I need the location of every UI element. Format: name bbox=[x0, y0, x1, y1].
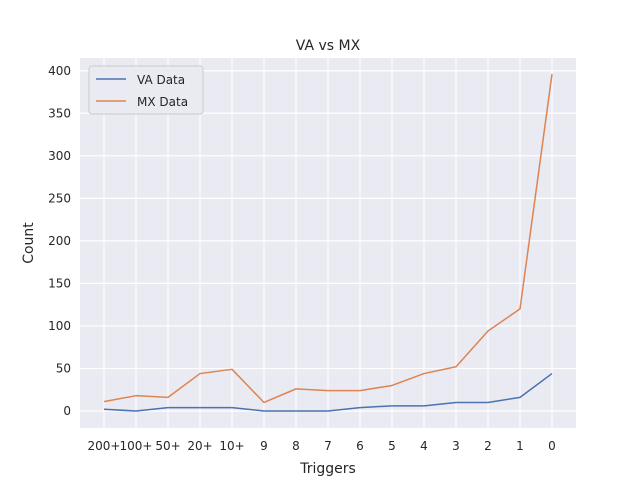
x-tick-label: 5 bbox=[388, 439, 396, 453]
x-tick-label: 10+ bbox=[219, 439, 244, 453]
x-tick-label: 7 bbox=[324, 439, 332, 453]
y-tick-label: 150 bbox=[48, 276, 71, 290]
x-axis-ticks: 200+ 100+ 50+ 20+ 10+ 9 8 7 6 5 4 3 2 1 0 bbox=[88, 439, 556, 453]
y-axis-ticks: 0 50 100 150 200 250 300 350 400 bbox=[48, 64, 71, 418]
x-tick-label: 20+ bbox=[187, 439, 212, 453]
x-tick-label: 9 bbox=[260, 439, 268, 453]
x-tick-label: 8 bbox=[292, 439, 300, 453]
x-tick-label: 100+ bbox=[120, 439, 153, 453]
x-tick-label: 0 bbox=[548, 439, 556, 453]
chart-title: VA vs MX bbox=[296, 38, 361, 54]
series-line-1 bbox=[103, 74, 553, 404]
y-tick-label: 250 bbox=[48, 191, 71, 205]
series-line-0 bbox=[103, 372, 553, 412]
y-tick-label: 350 bbox=[48, 106, 71, 120]
x-axis-title: Triggers bbox=[299, 461, 356, 477]
legend-label-mx: MX Data bbox=[137, 95, 188, 109]
x-tick-label: 200+ bbox=[88, 439, 121, 453]
x-tick-label: 2 bbox=[484, 439, 492, 453]
y-tick-label: 50 bbox=[56, 361, 71, 375]
legend: VA Data MX Data bbox=[88, 65, 204, 115]
y-tick-label: 400 bbox=[48, 64, 71, 78]
y-tick-label: 200 bbox=[48, 234, 71, 248]
y-tick-label: 0 bbox=[63, 404, 71, 418]
x-tick-label: 4 bbox=[420, 439, 428, 453]
y-tick-label: 100 bbox=[48, 319, 71, 333]
legend-label-va: VA Data bbox=[137, 73, 185, 87]
y-axis-title: Count bbox=[21, 222, 37, 264]
x-tick-label: 6 bbox=[356, 439, 364, 453]
x-tick-label: 50+ bbox=[155, 439, 180, 453]
legend-box bbox=[88, 65, 204, 115]
y-tick-label: 300 bbox=[48, 149, 71, 163]
x-tick-label: 1 bbox=[516, 439, 524, 453]
series-lines bbox=[103, 74, 553, 412]
x-tick-label: 3 bbox=[452, 439, 460, 453]
